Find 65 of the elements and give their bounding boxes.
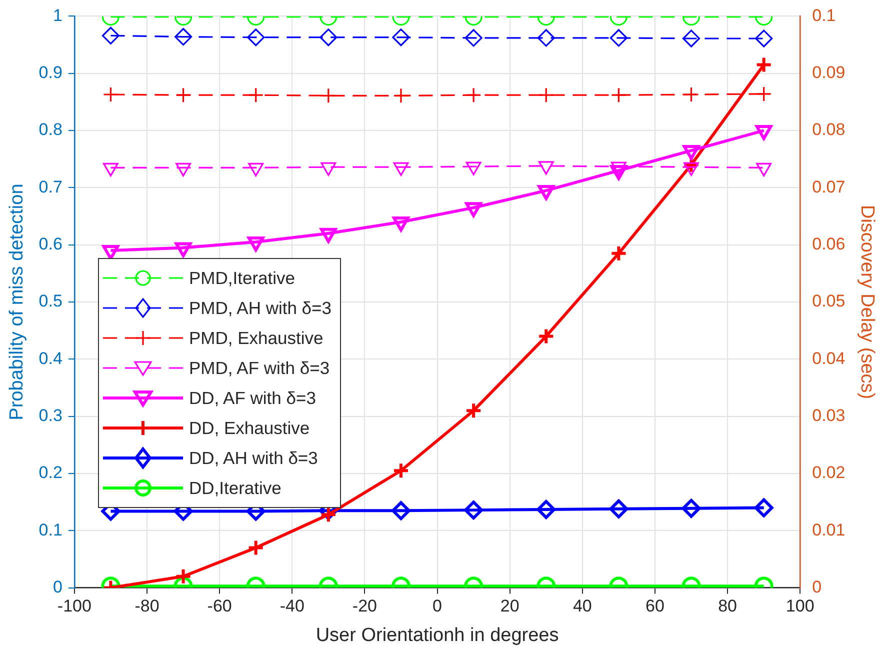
y-tick-label: 1 xyxy=(52,6,62,25)
y-tick-label: 0.3 xyxy=(38,406,62,426)
y2-tick-label: 0.04 xyxy=(812,348,846,368)
x-tick-label: 40 xyxy=(572,596,592,616)
y2-tick-label: 0.03 xyxy=(812,406,846,426)
y2-tick-label: 0 xyxy=(812,577,822,596)
x-axis-title: User Orientationh in degrees xyxy=(316,624,559,646)
point xyxy=(392,462,410,480)
point xyxy=(465,202,482,218)
point xyxy=(682,498,701,518)
legend-label: PMD, Exhaustive xyxy=(189,328,324,348)
point xyxy=(755,125,772,140)
x-tick-label: -80 xyxy=(134,596,160,616)
y-tick-label: 0.2 xyxy=(38,463,62,482)
point xyxy=(174,568,192,585)
x-tick-label: -100 xyxy=(57,596,92,616)
legend-label: PMD,Iterative xyxy=(189,268,295,288)
y2-axis-title: Discovery Delay (secs) xyxy=(856,204,878,400)
point xyxy=(682,145,700,160)
point xyxy=(610,165,628,180)
x-tick-label: 60 xyxy=(646,596,664,616)
y2-tick-label: 0.05 xyxy=(812,292,846,311)
y-tick-label: 0 xyxy=(52,577,62,596)
y-tick-label: 0.9 xyxy=(38,63,62,82)
x-tick-label: 0 xyxy=(432,596,442,616)
y-tick-label: 0.5 xyxy=(38,292,62,311)
y-tick-label: 0.7 xyxy=(38,177,62,196)
y2-tick-label: 0.09 xyxy=(812,63,846,82)
point xyxy=(320,506,337,524)
point xyxy=(538,185,555,200)
point xyxy=(609,499,628,518)
point xyxy=(538,328,555,345)
legend-label: DD,Iterative xyxy=(189,478,282,498)
y-tick-label: 0.6 xyxy=(38,234,62,254)
legend-label: DD, AH with δ=3 xyxy=(189,448,318,468)
point xyxy=(536,500,556,519)
legend-label: DD, AF with δ=3 xyxy=(189,388,316,408)
point xyxy=(391,501,410,520)
y-tick-label: 0.1 xyxy=(38,520,62,540)
point xyxy=(247,539,264,556)
point xyxy=(464,500,484,520)
x-tick-label: 80 xyxy=(718,596,738,616)
point xyxy=(392,216,410,232)
y2-tick-label: 0.06 xyxy=(812,234,846,254)
point xyxy=(465,402,482,420)
legend-label: PMD, AF with δ=3 xyxy=(189,358,330,378)
point xyxy=(247,236,264,252)
point xyxy=(754,498,774,518)
x-tick-label: -60 xyxy=(207,596,232,616)
x-tick-label: 100 xyxy=(786,596,814,616)
x-tick-label: -40 xyxy=(280,596,304,616)
y-tick-label: 0.4 xyxy=(38,348,62,368)
legend-label: DD, Exhaustive xyxy=(189,418,310,438)
y2-tick-label: 0.07 xyxy=(812,177,846,196)
y2-tick-label: 0.08 xyxy=(812,120,846,140)
y2-tick-label: 0.1 xyxy=(812,6,836,25)
y2-tick-label: 0.01 xyxy=(812,520,846,540)
x-tick-label: -20 xyxy=(352,596,377,616)
y-axis-title: Probability of miss detection xyxy=(6,184,28,420)
legend-label: PMD, AH with δ=3 xyxy=(189,298,332,318)
point xyxy=(320,228,337,243)
x-tick-label: 20 xyxy=(500,596,520,616)
point xyxy=(174,242,192,258)
y-tick-label: 0.8 xyxy=(38,120,62,140)
y2-tick-label: 0.02 xyxy=(812,463,846,482)
